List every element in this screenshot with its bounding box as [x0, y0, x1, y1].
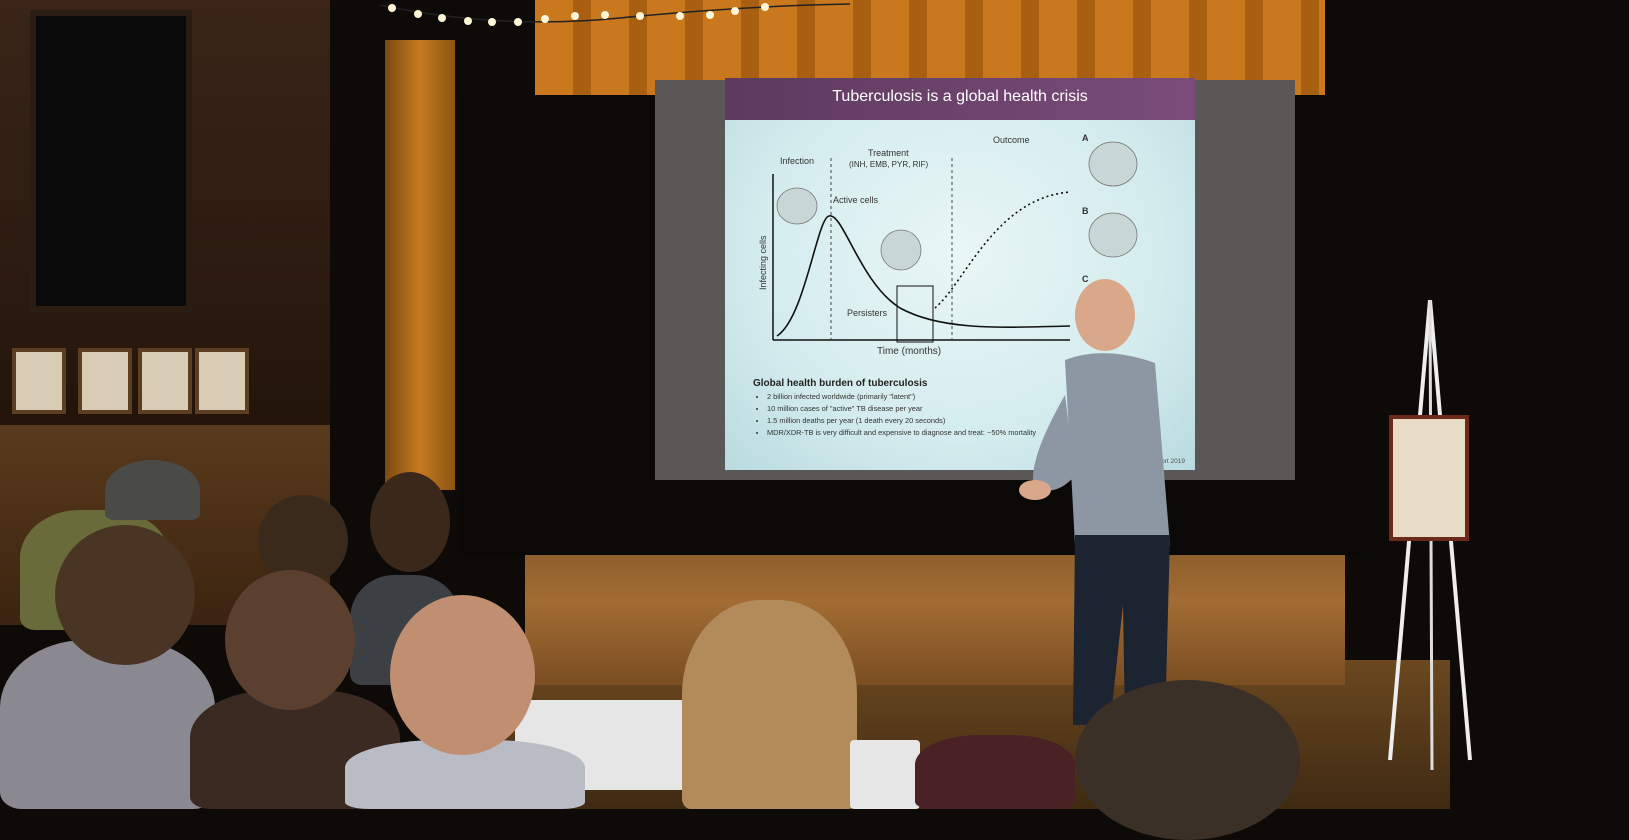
- x-axis-label: Time (months): [877, 346, 942, 357]
- phase-label-treatment: Treatment: [868, 148, 909, 158]
- phase-label-outcome: Outcome: [993, 135, 1030, 145]
- burden-item: MDR/XDR-TB is very difficult and expensi…: [767, 427, 1193, 439]
- outcome-option-b: B: [1082, 206, 1089, 216]
- infection-curve-plot: [772, 141, 1138, 343]
- bacteria-cluster-icon: [776, 187, 818, 225]
- dark-window: [30, 10, 192, 312]
- audience-member: [915, 735, 1075, 809]
- audience-head: [682, 600, 857, 809]
- wall-picture-frame: [78, 348, 132, 414]
- framed-certificate: [1389, 415, 1469, 541]
- burden-item: 1.5 million deaths per year (1 death eve…: [767, 415, 1193, 427]
- burden-list: 2 billion infected worldwide (primarily …: [753, 391, 1193, 439]
- outcome-option-c: C: [1082, 274, 1089, 284]
- bacteria-cell-icon: [880, 229, 922, 271]
- audience-head: [1075, 680, 1300, 840]
- outcome-option-a: A: [1082, 133, 1089, 143]
- y-axis-label: Infecting cells: [758, 235, 768, 290]
- wall-picture-frame: [138, 348, 192, 414]
- audience-head: [390, 595, 535, 755]
- phase-label-infection: Infection: [780, 156, 815, 166]
- persisters-highlight-box: [896, 285, 934, 343]
- audience-head: [225, 570, 355, 710]
- speaker-hands: [1019, 480, 1051, 500]
- outcome-a-cell-icon: [1088, 141, 1138, 187]
- burden-item: 10 million cases of "active" TB disease …: [767, 403, 1193, 415]
- regrowth-curve: [934, 191, 1071, 309]
- wall-picture-frame: [12, 348, 66, 414]
- string-lights: [380, 3, 850, 26]
- audience-head: [55, 525, 195, 665]
- active-cells-label: Active cells: [833, 195, 879, 205]
- wooden-stage: [525, 555, 1345, 685]
- audience-head: [258, 495, 348, 585]
- speaker-head: [1075, 279, 1135, 351]
- slide-title: Tuberculosis is a global health crisis: [832, 88, 1088, 105]
- outcome-b-cell-icon: [1088, 212, 1138, 258]
- speaker-trousers: [1073, 535, 1170, 725]
- folding-chair: [850, 740, 920, 809]
- burden-heading: Global health burden of tuberculosis: [753, 378, 928, 389]
- treatment-drugs-label: (INH, EMB, PYR, RIF): [849, 160, 929, 169]
- burden-item: 2 billion infected worldwide (primarily …: [767, 391, 1193, 403]
- speaker: [1019, 279, 1170, 725]
- burden-section: Global health burden of tuberculosis 2 b…: [753, 378, 1193, 439]
- speaker-shirt: [1065, 353, 1170, 545]
- persisters-label: Persisters: [847, 308, 888, 318]
- slide-title-banner: [725, 78, 1195, 120]
- audience-head: [370, 472, 450, 572]
- active-cells-curve: [776, 215, 1071, 337]
- stage-curtain-side: [385, 40, 455, 490]
- audience-member: [0, 640, 215, 809]
- speaker-arm: [1033, 395, 1075, 491]
- wall-picture-frame: [195, 348, 249, 414]
- flat-cap: [105, 460, 200, 520]
